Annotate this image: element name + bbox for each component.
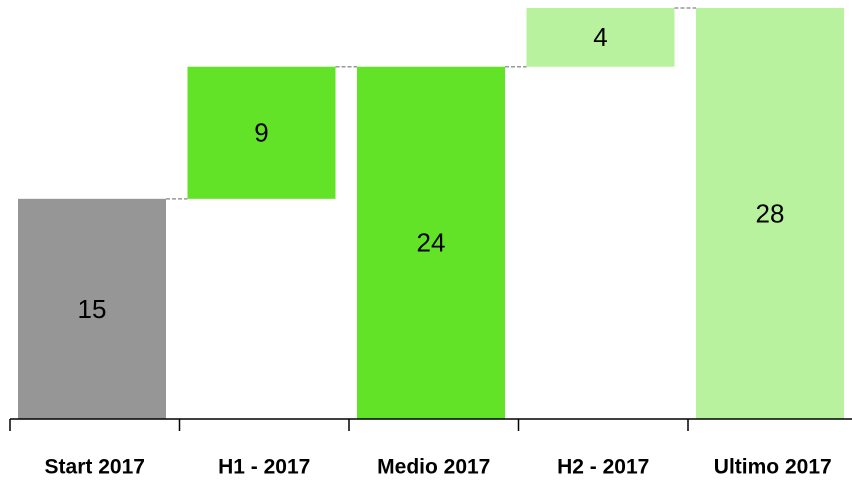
value-label: 28 [756,198,785,228]
bar [18,198,166,419]
value-label: 24 [417,228,446,258]
value-label: 15 [78,294,107,324]
bar [357,66,505,419]
bar [696,8,844,419]
x-tick-label: Ultimo 2017 [714,456,832,479]
x-tick-label: Start 2017 [45,456,145,479]
x-tick-label: H1 - 2017 [218,456,310,479]
x-tick-label: H2 - 2017 [557,456,649,479]
value-label: 4 [593,22,607,52]
bar [526,8,675,67]
x-tick-label: Medio 2017 [377,456,490,479]
value-label: 9 [254,118,268,148]
bar [187,66,336,199]
